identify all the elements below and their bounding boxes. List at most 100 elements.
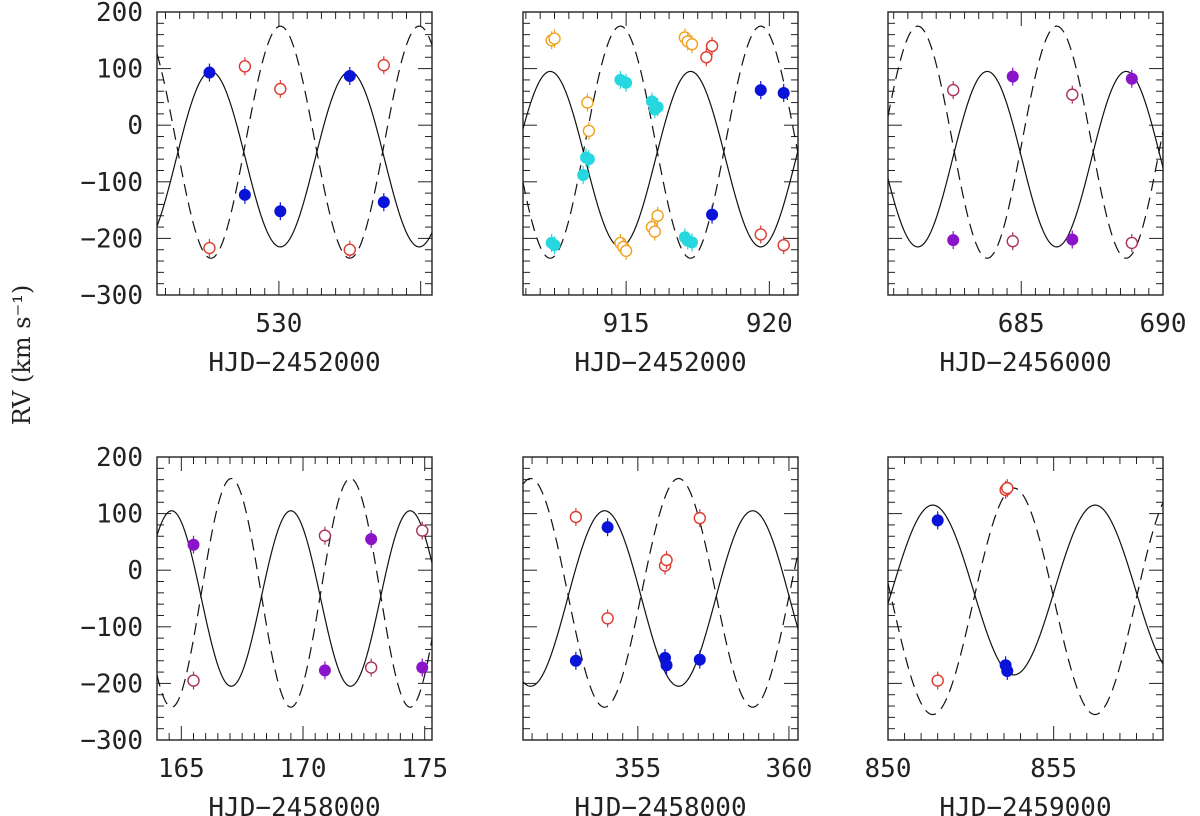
x-tick-label: 530 — [255, 309, 302, 339]
x-tick-label: 915 — [603, 309, 650, 339]
x-axis-label: HJD−2458000 — [208, 793, 380, 816]
secondary-point — [1006, 235, 1019, 248]
primary-orbit-curve — [523, 70, 798, 248]
primary-point — [601, 521, 614, 534]
plot-frame — [887, 11, 1164, 296]
y-tick-label: 0 — [127, 556, 143, 586]
x-tick-label: 850 — [865, 754, 912, 784]
secondary-point — [187, 674, 200, 687]
primary-point — [1006, 70, 1019, 83]
primary-alt-point — [686, 236, 699, 249]
secondary-point — [1066, 88, 1079, 101]
primary-point — [343, 69, 356, 82]
x-tick-label: 920 — [746, 309, 793, 339]
x-axis-label: HJD−2452000 — [574, 348, 746, 378]
y-tick-label: 100 — [96, 500, 143, 530]
panel-5: 355 360 HJD−2458000 — [522, 456, 812, 816]
y-tick-label: 0 — [127, 111, 143, 141]
secondary-point — [754, 228, 767, 241]
secondary-point — [364, 661, 378, 674]
y-axis-label: RV (km s⁻¹) — [8, 285, 36, 425]
secondary-orbit-curve — [888, 25, 1163, 259]
secondary-point — [274, 82, 287, 96]
primary-orbit-curve — [888, 70, 1163, 248]
y-tick-label: 200 — [96, 0, 143, 28]
panel-6: 850 855 HJD−2459000 — [865, 456, 1164, 816]
primary-point — [203, 66, 216, 79]
primary-point — [274, 205, 287, 218]
plot-frame — [887, 456, 1164, 741]
primary-point — [569, 654, 582, 667]
primary-alt-point — [620, 76, 633, 89]
primary-point — [947, 234, 960, 247]
secondary-orbit-curve — [157, 25, 432, 259]
y-tick-label: 200 — [96, 443, 143, 473]
plot-frame — [156, 11, 433, 296]
secondary-point — [238, 60, 252, 73]
secondary-orbit-curve — [157, 477, 432, 708]
primary-orbit-curve — [888, 504, 1163, 676]
secondary-point — [203, 241, 216, 255]
x-tick-label: 165 — [158, 754, 205, 784]
plot-frame — [522, 11, 799, 296]
secondary-alt-point — [685, 38, 699, 51]
secondary-point — [947, 83, 960, 97]
secondary-point — [318, 529, 332, 542]
secondary-alt-point — [581, 96, 594, 109]
primary-point — [777, 86, 790, 99]
panel-4: 200 100 0 −100 −200 −300 165 170 175 HJD−2458000 — [80, 443, 448, 816]
secondary-point — [705, 39, 719, 53]
y-tick-label: −200 — [80, 224, 143, 254]
x-axis-label: HJD−2456000 — [939, 348, 1111, 378]
secondary-point — [601, 612, 614, 625]
y-tick-label: 100 — [96, 55, 143, 85]
primary-point — [187, 538, 200, 551]
secondary-point — [660, 553, 673, 567]
secondary-point — [777, 238, 790, 252]
primary-alt-point — [577, 169, 590, 182]
x-axis-label: HJD−2459000 — [939, 793, 1111, 816]
primary-alt-point — [582, 153, 595, 166]
secondary-alt-point — [651, 209, 664, 222]
primary-point — [318, 664, 331, 677]
primary-point — [931, 514, 944, 527]
secondary-orbit-curve — [523, 477, 798, 708]
primary-point — [660, 659, 673, 672]
plot-frame — [522, 456, 799, 741]
y-tick-label: −200 — [80, 669, 143, 699]
primary-point — [706, 208, 719, 221]
secondary-orbit-curve — [888, 487, 1163, 716]
primary-point — [1066, 233, 1079, 246]
y-tick-label: −100 — [80, 168, 143, 198]
primary-point — [754, 84, 767, 97]
secondary-point — [931, 674, 944, 687]
x-tick-label: 690 — [1140, 309, 1187, 339]
secondary-point — [1001, 481, 1014, 495]
secondary-point — [569, 510, 583, 524]
x-axis-label: HJD−2458000 — [574, 793, 746, 816]
primary-point — [1125, 72, 1138, 85]
primary-point — [365, 533, 378, 546]
primary-alt-point — [651, 101, 664, 114]
secondary-alt-point — [648, 225, 661, 238]
primary-point — [693, 653, 706, 666]
secondary-alt-point — [582, 124, 596, 138]
panel-3: 685 690 HJD−2456000 — [887, 11, 1187, 378]
plot-frame — [156, 456, 433, 741]
y-tick-label: −300 — [80, 281, 143, 311]
secondary-alt-point — [548, 32, 561, 45]
secondary-point — [693, 511, 706, 525]
y-tick-label: −300 — [80, 726, 143, 756]
x-tick-label: 175 — [401, 754, 448, 784]
x-tick-label: 355 — [614, 754, 661, 784]
secondary-point — [343, 243, 356, 256]
primary-point — [1001, 664, 1014, 677]
secondary-point — [1125, 236, 1139, 250]
secondary-point — [700, 51, 713, 64]
y-tick-label: −100 — [80, 613, 143, 643]
panel-1: 200 100 0 −100 −200 −300 530 HJD−2452000 — [80, 0, 433, 378]
x-tick-label: 360 — [765, 754, 812, 784]
secondary-point — [377, 59, 391, 72]
